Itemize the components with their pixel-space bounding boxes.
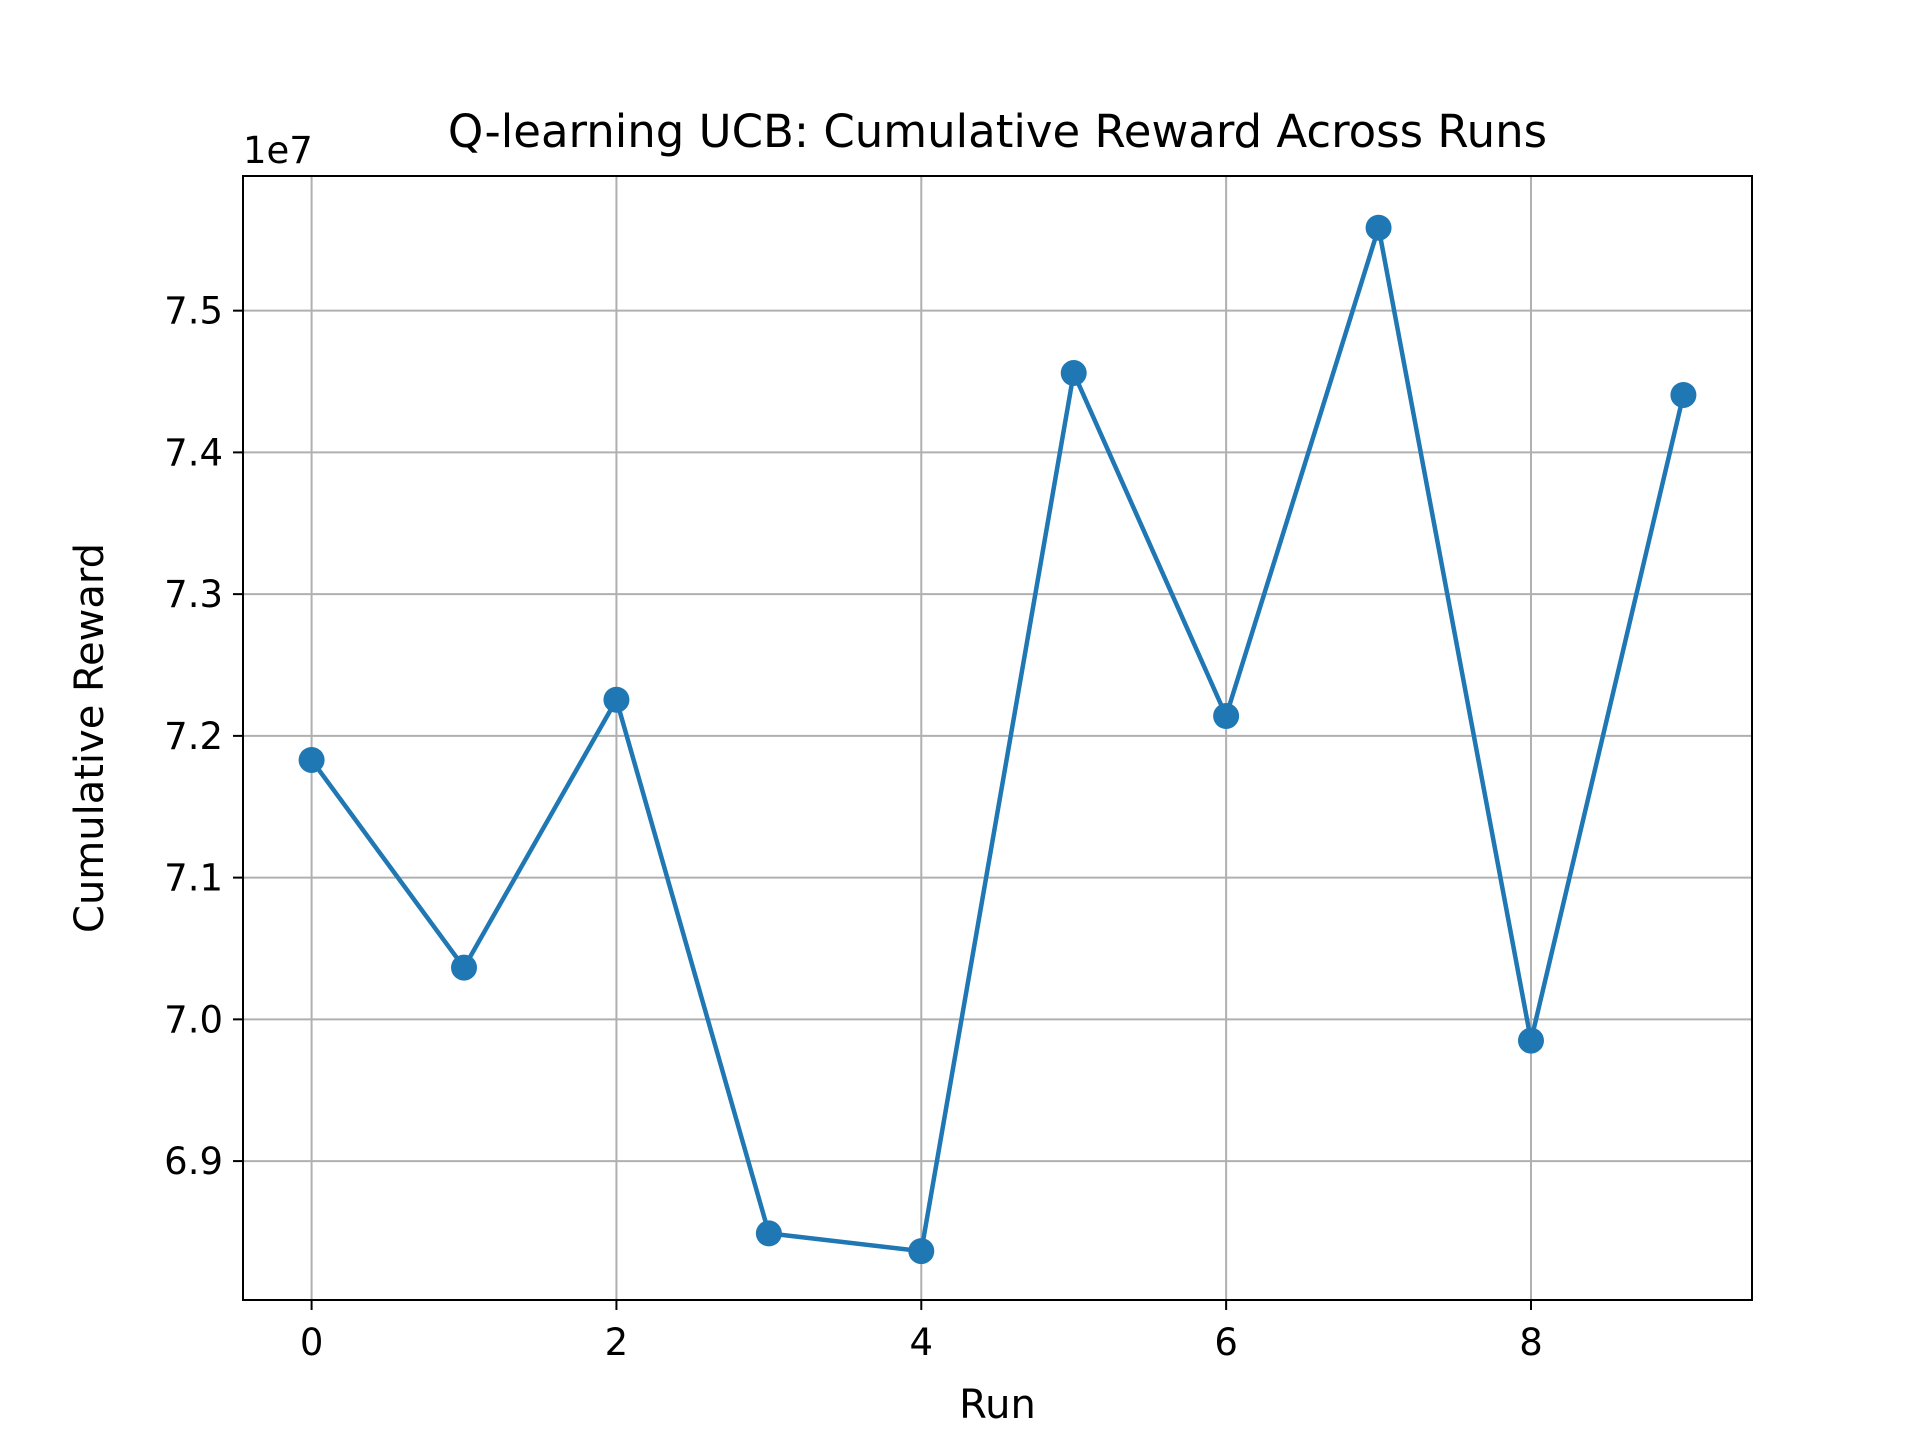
data-point-marker <box>298 746 325 773</box>
y-tick-label: 7.0 <box>164 998 223 1041</box>
y-tick-label: 7.3 <box>164 573 223 616</box>
data-point-marker <box>755 1220 782 1247</box>
data-point-marker <box>1213 703 1240 730</box>
x-axis-title: Run <box>959 1382 1036 1428</box>
x-tick-label: 4 <box>910 1321 934 1364</box>
y-tick-label: 7.5 <box>164 290 223 333</box>
x-axis-ticks: 0 2 4 6 8 <box>300 1300 1543 1364</box>
data-point-marker <box>1517 1027 1544 1054</box>
y-axis-title: Cumulative Reward <box>67 543 113 933</box>
grid <box>243 176 1752 1300</box>
x-tick-label: 8 <box>1519 1321 1543 1364</box>
y-tick-label: 6.9 <box>164 1140 223 1183</box>
y-tick-label: 7.2 <box>164 715 223 758</box>
plot-area-frame <box>242 175 1753 1301</box>
x-tick-label: 6 <box>1214 1321 1238 1364</box>
data-point-marker <box>451 954 478 981</box>
x-tick-label: 0 <box>300 1321 324 1364</box>
series-line <box>309 225 1686 1254</box>
y-axis-ticks: 6.9 7.0 7.1 7.2 7.3 7.4 7.5 <box>164 290 243 1183</box>
data-point-marker <box>908 1238 935 1265</box>
y-tick-label: 7.1 <box>164 857 223 900</box>
data-point-marker <box>603 686 630 713</box>
series-layer <box>298 214 1697 1265</box>
data-point-marker <box>1365 214 1392 241</box>
chart-title: Q-learning UCB: Cumulative Reward Across… <box>448 105 1547 158</box>
y-axis-offset-label: 1e7 <box>243 129 313 172</box>
y-tick-label: 7.4 <box>164 431 223 474</box>
x-tick-label: 2 <box>605 1321 629 1364</box>
data-point-marker <box>1060 360 1087 387</box>
data-point-marker <box>1670 381 1697 408</box>
